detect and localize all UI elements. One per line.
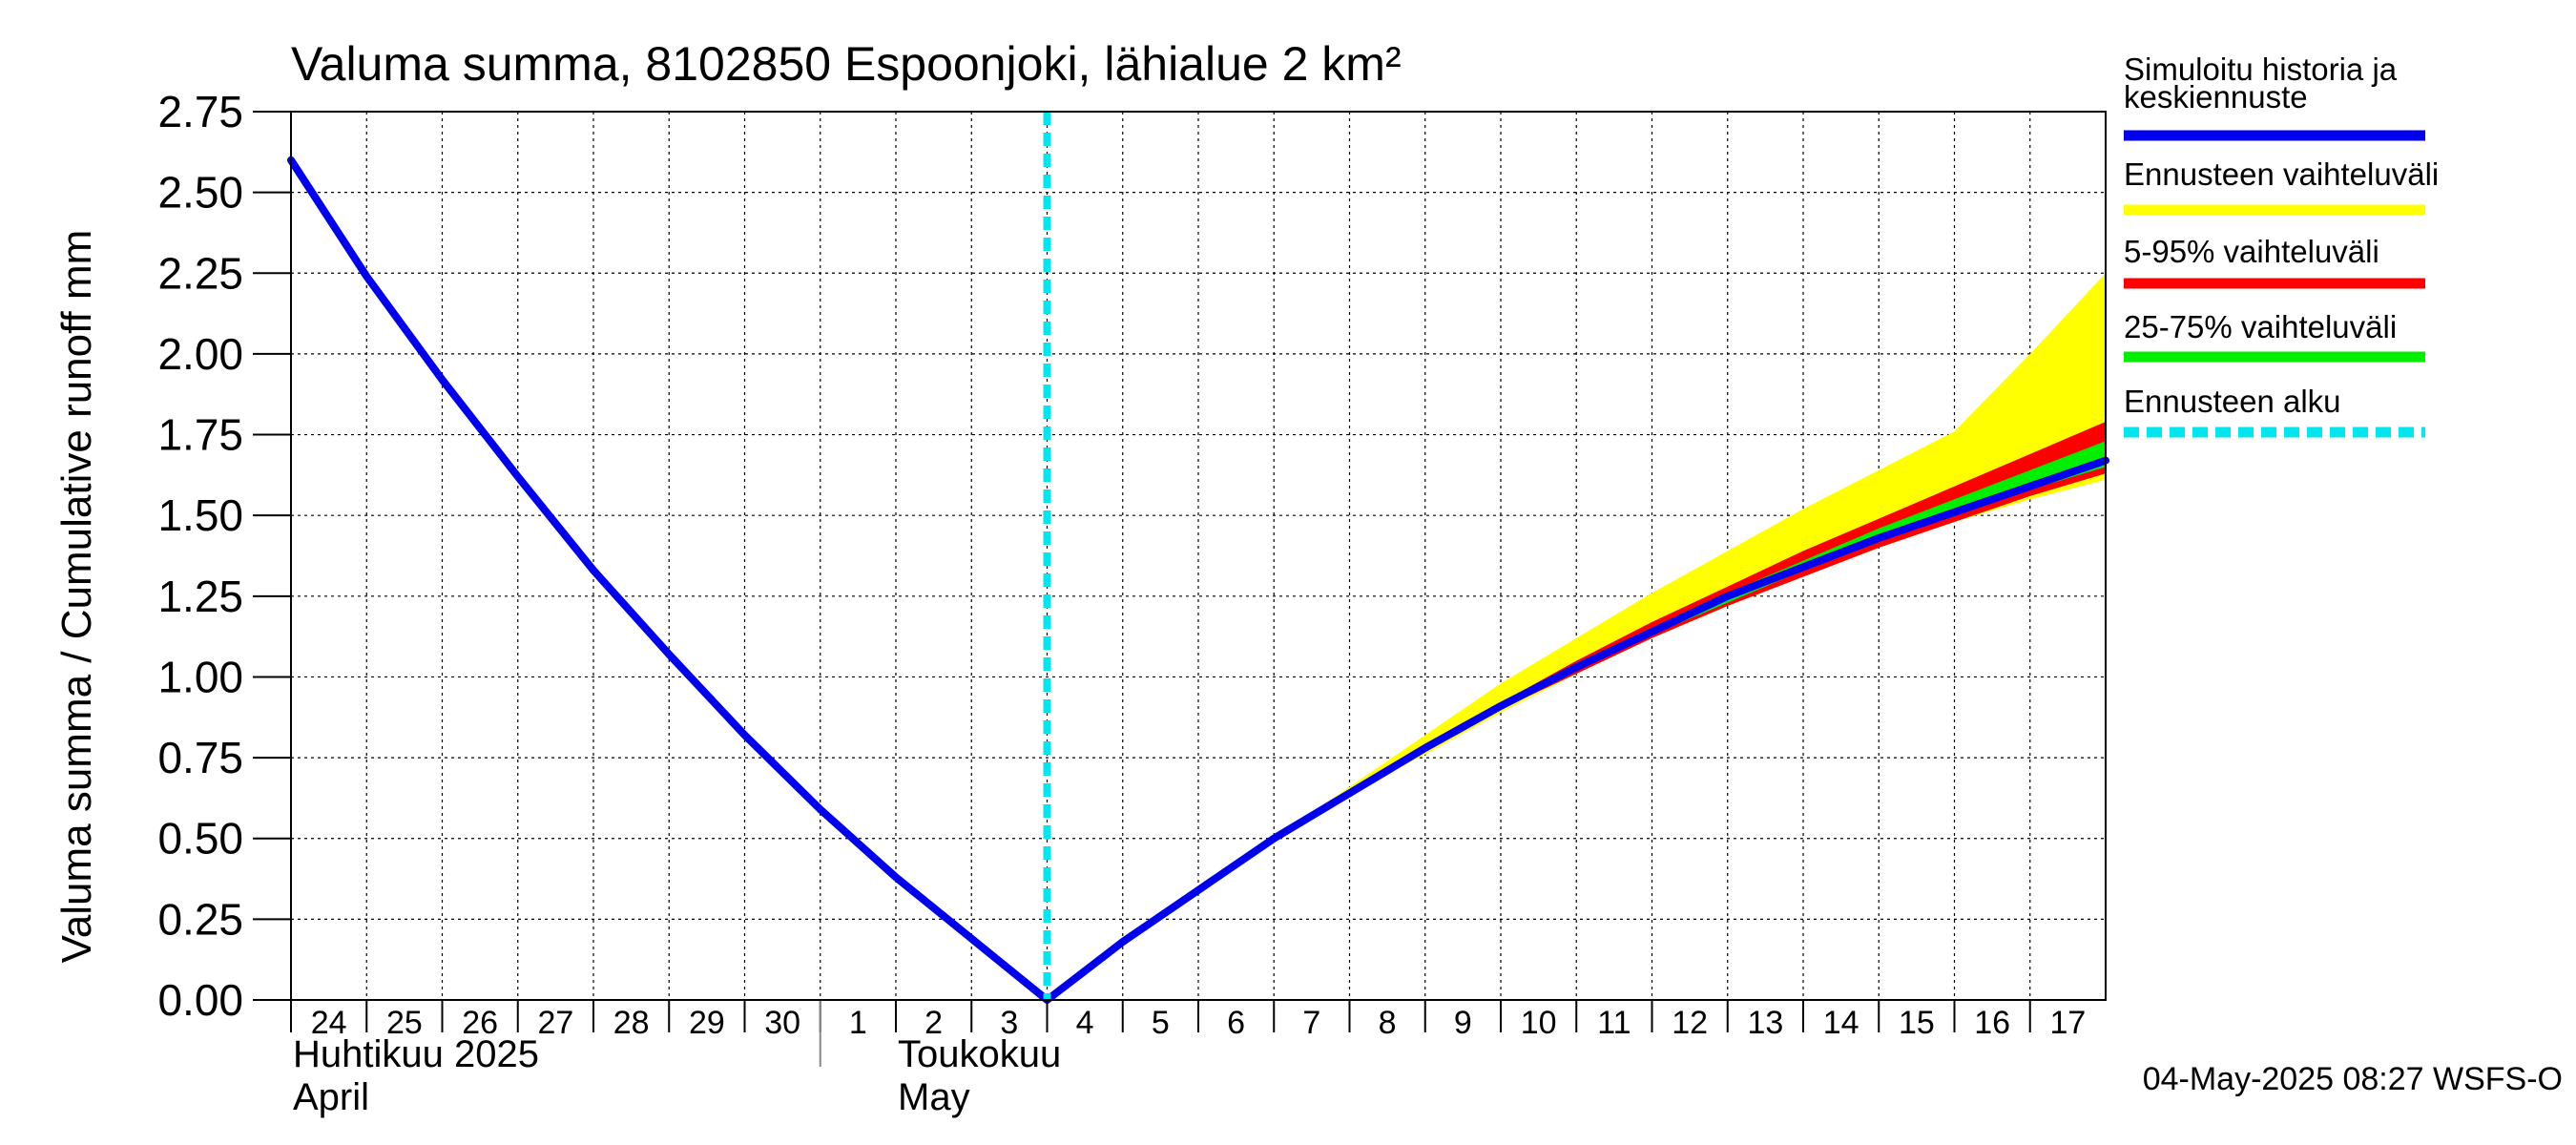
y-tick-label: 1.25 — [157, 572, 243, 621]
x-tick-label: 9 — [1454, 1005, 1472, 1041]
x-tick-label: 17 — [2049, 1005, 2086, 1041]
x-tick-label: 1 — [849, 1005, 867, 1041]
y-tick-label: 1.50 — [157, 490, 243, 540]
p5-95-band — [1047, 422, 2106, 1000]
x-tick-label: 3 — [1000, 1005, 1018, 1041]
month-label-english: April — [293, 1076, 369, 1118]
y-tick-label: 2.50 — [157, 168, 243, 218]
y-axis-label: Valuma summa / Cumulative runoff mm — [53, 230, 100, 964]
y-tick-label: 0.00 — [157, 975, 243, 1025]
plot-frame — [290, 111, 2107, 1001]
x-tick-label: 12 — [1672, 1005, 1708, 1041]
chart-title: Valuma summa, 8102850 Espoonjoki, lähial… — [291, 37, 1402, 91]
x-tick-label: 24 — [311, 1005, 347, 1041]
axes-layer: 0.00 0.25 0.50 0.75 1.00 1.25 1.50 1.75 2.00 2.25… — [157, 87, 2107, 1118]
median-series-line — [287, 156, 2109, 1004]
legend-label: keskiennuste — [2124, 79, 2308, 114]
x-tick-label: 11 — [1597, 1005, 1631, 1041]
y-tick-label: 2.00 — [157, 329, 243, 379]
y-tick-label: 0.25 — [157, 894, 243, 944]
x-tick-label: 27 — [537, 1005, 573, 1041]
x-tick-label: 6 — [1227, 1005, 1245, 1041]
x-tick-label: 29 — [689, 1005, 725, 1041]
x-tick-label: 4 — [1076, 1005, 1094, 1041]
x-tick-label: 14 — [1823, 1005, 1859, 1041]
x-tick-label: 2 — [924, 1005, 943, 1041]
month-label: Toukokuu — [898, 1033, 1061, 1075]
x-tick-label: 30 — [764, 1005, 800, 1041]
x-tick-label: 25 — [386, 1005, 423, 1041]
legend-label: Ennusteen vaihteluväli — [2124, 156, 2439, 192]
x-tick-label: 7 — [1302, 1005, 1320, 1041]
series-lines-layer — [287, 112, 2109, 1004]
x-tick-label: 8 — [1379, 1005, 1397, 1041]
legend-label: 25-75% vaihteluväli — [2124, 309, 2397, 344]
y-tick-label: 1.00 — [157, 652, 243, 701]
month-label-english: May — [898, 1076, 970, 1118]
y-tick-label: 2.25 — [157, 248, 243, 298]
footer-timestamp: 04-May-2025 08:27 WSFS-O — [2143, 1061, 2563, 1097]
x-tick-label: 28 — [613, 1005, 650, 1041]
x-tick-label: 10 — [1521, 1005, 1557, 1041]
x-tick-label: 26 — [462, 1005, 498, 1041]
y-tick-label: 0.75 — [157, 733, 243, 782]
legend-label: 5-95% vaihteluväli — [2124, 234, 2379, 269]
x-tick-label: 15 — [1899, 1005, 1935, 1041]
x-tick-label: 13 — [1747, 1005, 1783, 1041]
x-tick-label: 16 — [1974, 1005, 2010, 1041]
legend-label: Simuloitu historia ja — [2124, 52, 2398, 87]
month-label: Huhtikuu 2025 — [293, 1033, 539, 1075]
y-tick-label: 0.50 — [157, 814, 243, 864]
x-tick-label: 5 — [1152, 1005, 1170, 1041]
y-tick-label: 2.75 — [157, 87, 243, 136]
y-tick-label: 1.75 — [157, 410, 243, 460]
legend-label: Ennusteen alku — [2124, 384, 2341, 419]
